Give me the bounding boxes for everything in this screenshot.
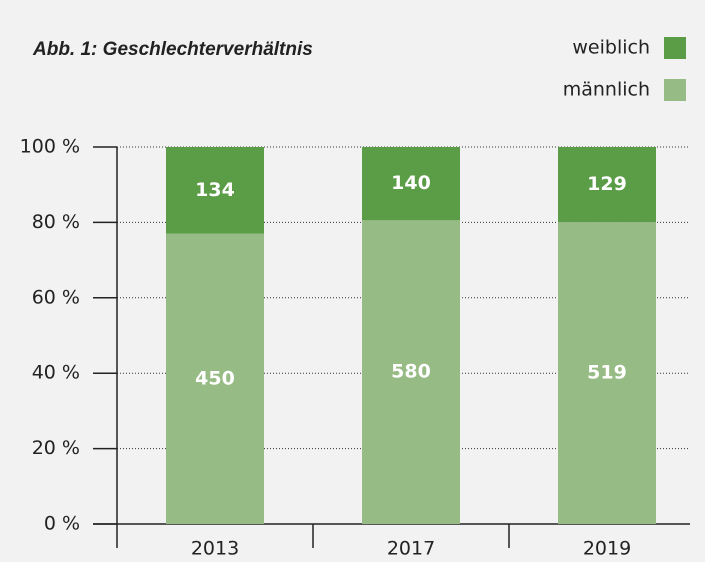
x-tick-label: 2013	[191, 538, 239, 560]
bar-segment	[166, 147, 264, 234]
x-tick-label: 2019	[583, 538, 631, 560]
legend-swatch	[664, 79, 686, 101]
value-label: 129	[587, 173, 627, 195]
bar-segment	[362, 220, 460, 525]
bar-segment	[362, 147, 460, 221]
legend-swatch	[664, 37, 686, 59]
y-tick-label: 100 %	[20, 136, 80, 158]
bar-segment	[558, 147, 656, 223]
y-tick-label: 0 %	[44, 513, 80, 535]
value-label: 580	[391, 361, 431, 383]
value-label: 134	[195, 179, 235, 201]
y-tick-label: 20 %	[32, 437, 80, 459]
y-tick-label: 60 %	[32, 286, 80, 308]
legend-label: männlich	[563, 79, 650, 101]
bar-segment	[166, 233, 264, 524]
y-tick-label: 40 %	[32, 362, 80, 384]
chart-title: Abb. 1: Geschlechterverhältnis	[32, 39, 313, 60]
legend-label: weiblich	[572, 37, 650, 59]
x-tick-label: 2017	[387, 538, 435, 560]
y-tick-label: 80 %	[32, 211, 80, 233]
value-label: 450	[195, 367, 235, 389]
bar-segment	[558, 222, 656, 525]
value-label: 140	[391, 172, 431, 194]
value-label: 519	[587, 362, 627, 384]
